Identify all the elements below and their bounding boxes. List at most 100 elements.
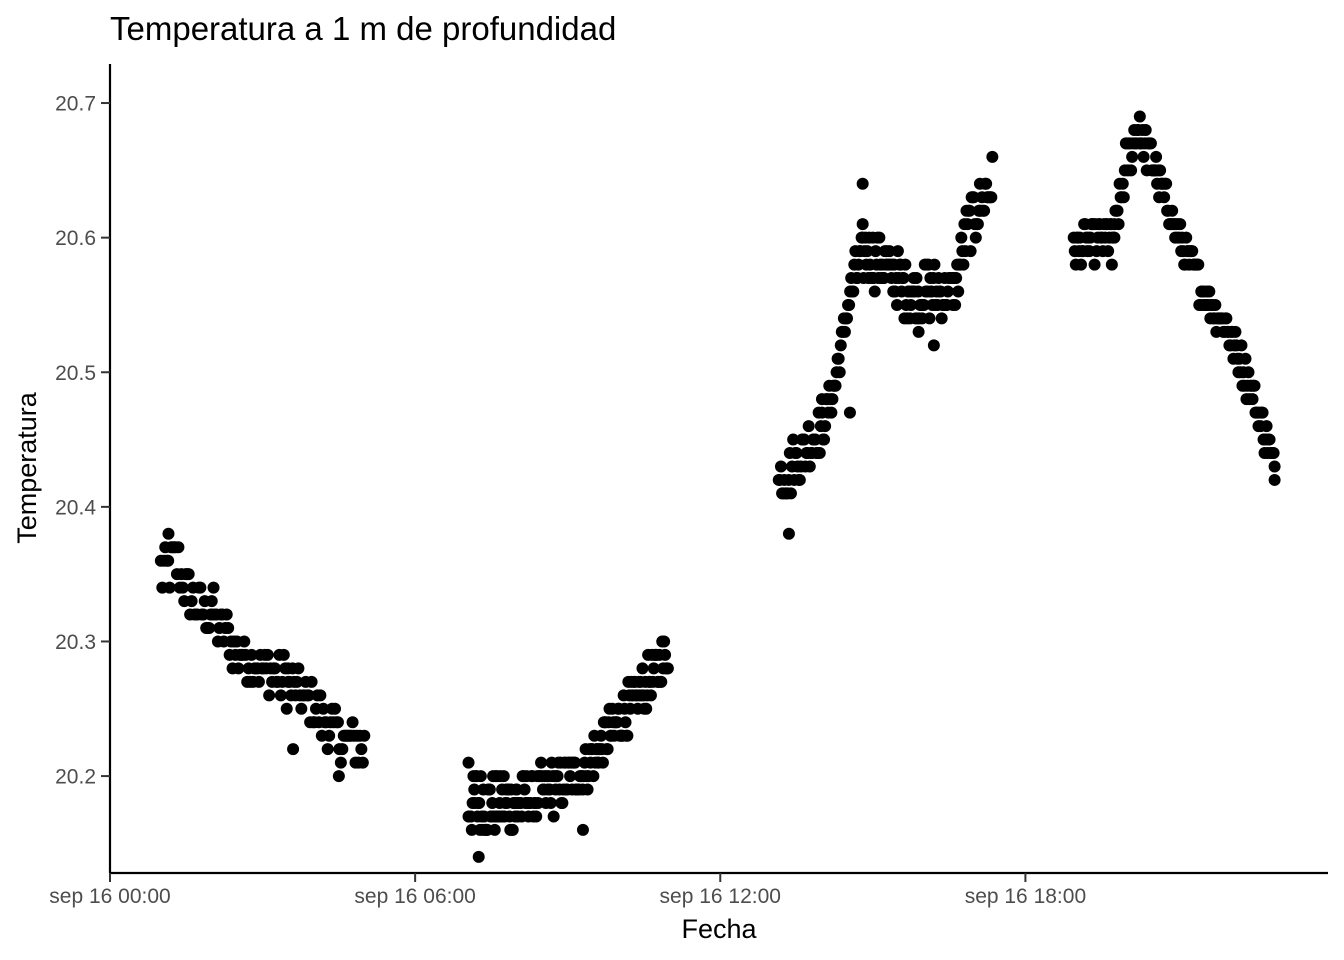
y-tick-label: 20.7	[55, 93, 96, 116]
data-point	[601, 743, 614, 756]
data-point	[1203, 285, 1216, 298]
data-point	[883, 245, 896, 258]
data-point	[973, 204, 986, 217]
data-point	[332, 770, 345, 783]
data-point	[774, 460, 787, 473]
data-point	[1154, 164, 1167, 177]
data-point	[232, 662, 245, 675]
data-point	[621, 729, 634, 742]
data-point	[596, 756, 609, 769]
data-point	[238, 635, 251, 648]
data-point	[904, 298, 917, 311]
data-point	[1102, 245, 1115, 258]
data-point	[203, 622, 216, 635]
data-point	[334, 756, 347, 769]
data-point	[661, 662, 674, 675]
data-point	[819, 420, 832, 433]
data-points	[154, 110, 1281, 863]
data-point	[868, 285, 881, 298]
data-point	[967, 191, 980, 204]
data-point	[581, 783, 594, 796]
data-point	[1174, 218, 1187, 231]
data-point	[506, 823, 519, 836]
data-point	[640, 702, 653, 715]
data-point	[295, 702, 308, 715]
data-point	[843, 406, 856, 419]
data-point	[1239, 352, 1252, 365]
data-point	[462, 756, 475, 769]
data-point	[277, 648, 290, 661]
data-point	[245, 648, 258, 661]
data-point	[556, 797, 569, 809]
data-point	[950, 272, 963, 285]
data-point	[355, 743, 368, 756]
data-point	[1125, 164, 1138, 177]
data-point	[483, 783, 496, 796]
data-point	[869, 245, 882, 258]
data-point	[1126, 150, 1139, 163]
data-point	[544, 797, 557, 809]
data-point	[655, 675, 668, 688]
data-point	[910, 272, 923, 285]
data-point	[205, 595, 218, 608]
data-point	[1267, 447, 1280, 460]
data-point	[1242, 366, 1255, 379]
data-point	[1088, 258, 1101, 271]
data-point	[474, 770, 487, 783]
data-point	[834, 339, 847, 352]
data-point	[832, 352, 845, 365]
chart-title: Temperatura a 1 m de profundidad	[110, 10, 616, 47]
data-point	[222, 622, 235, 635]
data-point	[292, 662, 305, 675]
data-point	[331, 716, 344, 729]
data-point	[843, 298, 856, 311]
data-point	[1160, 177, 1173, 190]
data-point	[917, 298, 930, 311]
data-point	[207, 581, 220, 594]
data-point	[261, 648, 274, 661]
data-point	[280, 702, 293, 715]
data-point	[955, 231, 968, 244]
data-point	[784, 487, 797, 500]
data-point	[897, 272, 910, 285]
data-point	[818, 433, 831, 446]
data-point	[1133, 110, 1146, 123]
data-point	[980, 177, 993, 190]
data-point	[162, 527, 175, 540]
data-point	[595, 729, 608, 742]
data-point	[1105, 258, 1118, 271]
data-point	[923, 312, 936, 325]
data-point	[611, 716, 624, 729]
data-point	[787, 433, 800, 446]
data-point	[1112, 218, 1125, 231]
data-point	[488, 823, 501, 836]
data-point	[576, 823, 589, 836]
data-point	[1248, 379, 1261, 392]
data-point	[636, 662, 649, 675]
data-point	[935, 312, 948, 325]
data-point	[358, 729, 371, 742]
data-point	[1263, 433, 1276, 446]
data-point	[963, 204, 976, 217]
y-tick-label: 20.5	[55, 362, 96, 385]
data-point	[220, 608, 233, 621]
data-point	[497, 770, 510, 783]
data-point	[329, 702, 342, 715]
data-point	[163, 581, 176, 594]
data-point	[468, 783, 481, 796]
data-point	[986, 150, 999, 163]
x-tick-label: sep 16 12:00	[660, 885, 781, 908]
data-point	[314, 689, 327, 702]
data-point	[826, 393, 839, 406]
data-point	[1246, 393, 1259, 406]
data-point	[829, 379, 842, 392]
data-point	[269, 662, 282, 675]
data-point	[813, 447, 826, 460]
y-tick-label: 20.3	[55, 631, 96, 654]
y-axis-ticks: 20.2 20.3 20.4 20.5 20.6 20.7	[55, 93, 110, 789]
data-point	[1117, 191, 1130, 204]
data-point	[305, 675, 318, 688]
data-point	[162, 554, 175, 567]
data-point	[263, 689, 276, 702]
